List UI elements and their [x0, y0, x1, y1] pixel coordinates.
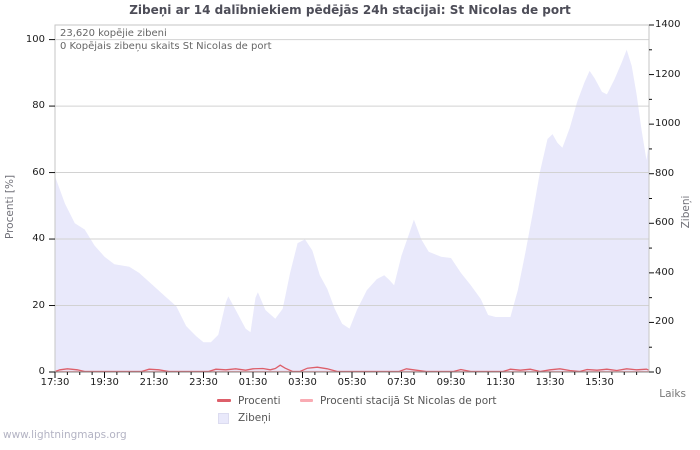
chart-title: Zibeņi ar 14 dalībniekiem pēdējās 24h st… [129, 3, 571, 17]
x-tick-label: 21:30 [139, 377, 169, 388]
y-right-tick-label: 1400 [655, 19, 681, 30]
y-right-tick-label: 600 [655, 217, 675, 229]
y-left-tick-label: 60 [32, 166, 45, 178]
x-tick-label: 11:30 [486, 377, 515, 388]
y-left-tick-label: 40 [32, 233, 45, 245]
annotation-total-strikes: 23,620 kopējie zibeni [60, 28, 167, 39]
legend-marker-zibeni [218, 413, 229, 424]
legend-marker-procenti [217, 399, 231, 402]
x-tick-label: 13:30 [535, 377, 565, 388]
x-tick-label: 07:30 [387, 377, 416, 388]
y-right-tick-label: 1200 [655, 68, 681, 80]
y-right-tick-label: 400 [655, 266, 675, 278]
x-tick-label: 19:30 [90, 377, 119, 388]
zibeni-area-series [55, 49, 649, 373]
x-tick-label: 17:30 [40, 377, 70, 388]
site-credit: www.lightningmaps.org [3, 429, 127, 441]
x-axis-label: Laiks [659, 388, 686, 400]
y-left-tick-label: 100 [25, 33, 45, 45]
y-right-tick-label: 0 [655, 366, 662, 377]
y-right-tick-label: 200 [655, 316, 675, 328]
x-tick-label: 01:30 [238, 377, 268, 388]
x-tick-label: 09:30 [436, 377, 466, 388]
y-left-tick-label: 20 [32, 299, 45, 311]
x-tick-label: 15:30 [585, 377, 614, 388]
legend-marker-procenti-station [300, 399, 313, 402]
y-left-tick-label: 80 [32, 100, 45, 112]
x-tick-label: 03:30 [288, 377, 317, 388]
legend-label-zibeni: Zibeņi [238, 412, 271, 424]
x-tick-label: 05:30 [337, 377, 367, 388]
x-tick-label: 23:30 [189, 377, 218, 388]
legend-label-procenti-station: Procenti stacijā St Nicolas de port [320, 395, 497, 407]
legend-label-procenti: Procenti [238, 395, 281, 407]
y-left-tick-label: 0 [38, 366, 45, 377]
y-right-tick-label: 800 [655, 167, 675, 179]
annotation-station-strikes: 0 Kopējais zibeņu skaits St Nicolas de p… [60, 41, 272, 52]
y-right-tick-label: 1000 [655, 118, 681, 130]
